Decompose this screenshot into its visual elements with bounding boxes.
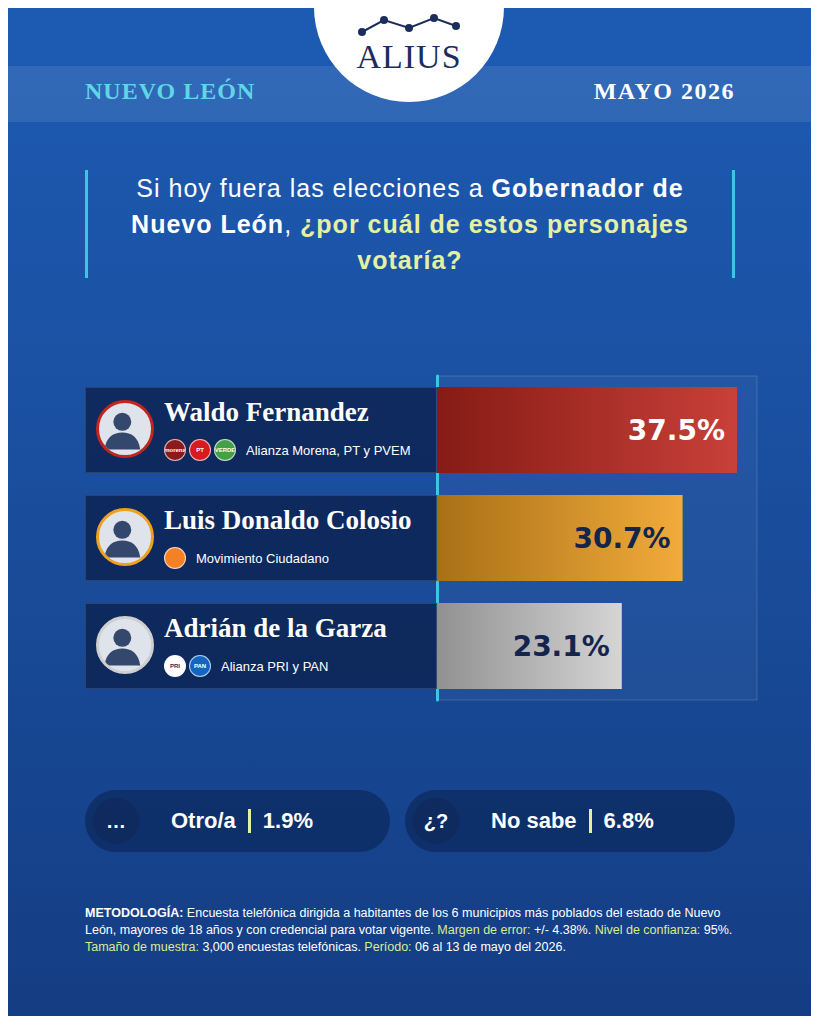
html-text:PT: PT xyxy=(196,447,204,453)
html-text:VERDE: VERDE xyxy=(214,447,236,453)
html-text:No sabe: No sabe xyxy=(491,808,577,833)
html-text:ALIUS: ALIUS xyxy=(356,38,462,75)
html-text:Alianza PRI y PAN: Alianza PRI y PAN xyxy=(221,658,329,674)
html-text:Adrián de la Garza: Adrián de la Garza xyxy=(164,613,387,643)
html-text:6.8%: 6.8% xyxy=(603,808,654,833)
html-text:METODOLOGÍA: Encuesta telefóni: METODOLOGÍA: Encuesta telefónica dirigid… xyxy=(85,906,733,937)
html-text:morena: morena xyxy=(164,447,186,453)
svg-text:23.1%: 23.1% xyxy=(513,630,610,663)
svg-text:30.7%: 30.7% xyxy=(573,522,670,555)
html-text:Tamaño de muestra: 3,000 encue: Tamaño de muestra: 3,000 encuestas telef… xyxy=(85,940,566,954)
html-text:PAN: PAN xyxy=(193,663,207,669)
html-text:Luis Donaldo Colosio: Luis Donaldo Colosio xyxy=(164,505,412,535)
html-text:MAYO 2026: MAYO 2026 xyxy=(593,78,735,104)
html-text:Alianza Morena, PT y PVEM: Alianza Morena, PT y PVEM xyxy=(246,442,411,458)
html-text:NUEVO LEÓN: NUEVO LEÓN xyxy=(85,78,256,104)
svg-text:37.5%: 37.5% xyxy=(628,414,725,447)
html-text:Otro/a: Otro/a xyxy=(171,808,236,833)
html-text:PRI: PRI xyxy=(170,663,180,669)
html-text:Waldo Fernandez: Waldo Fernandez xyxy=(164,397,369,427)
html-text:1.9%: 1.9% xyxy=(262,808,313,833)
html-text:Movimiento Ciudadano: Movimiento Ciudadano xyxy=(196,550,329,566)
html-text:Si hoy fuera las elecciones a: Si hoy fuera las elecciones a Gobernador… xyxy=(131,174,689,274)
